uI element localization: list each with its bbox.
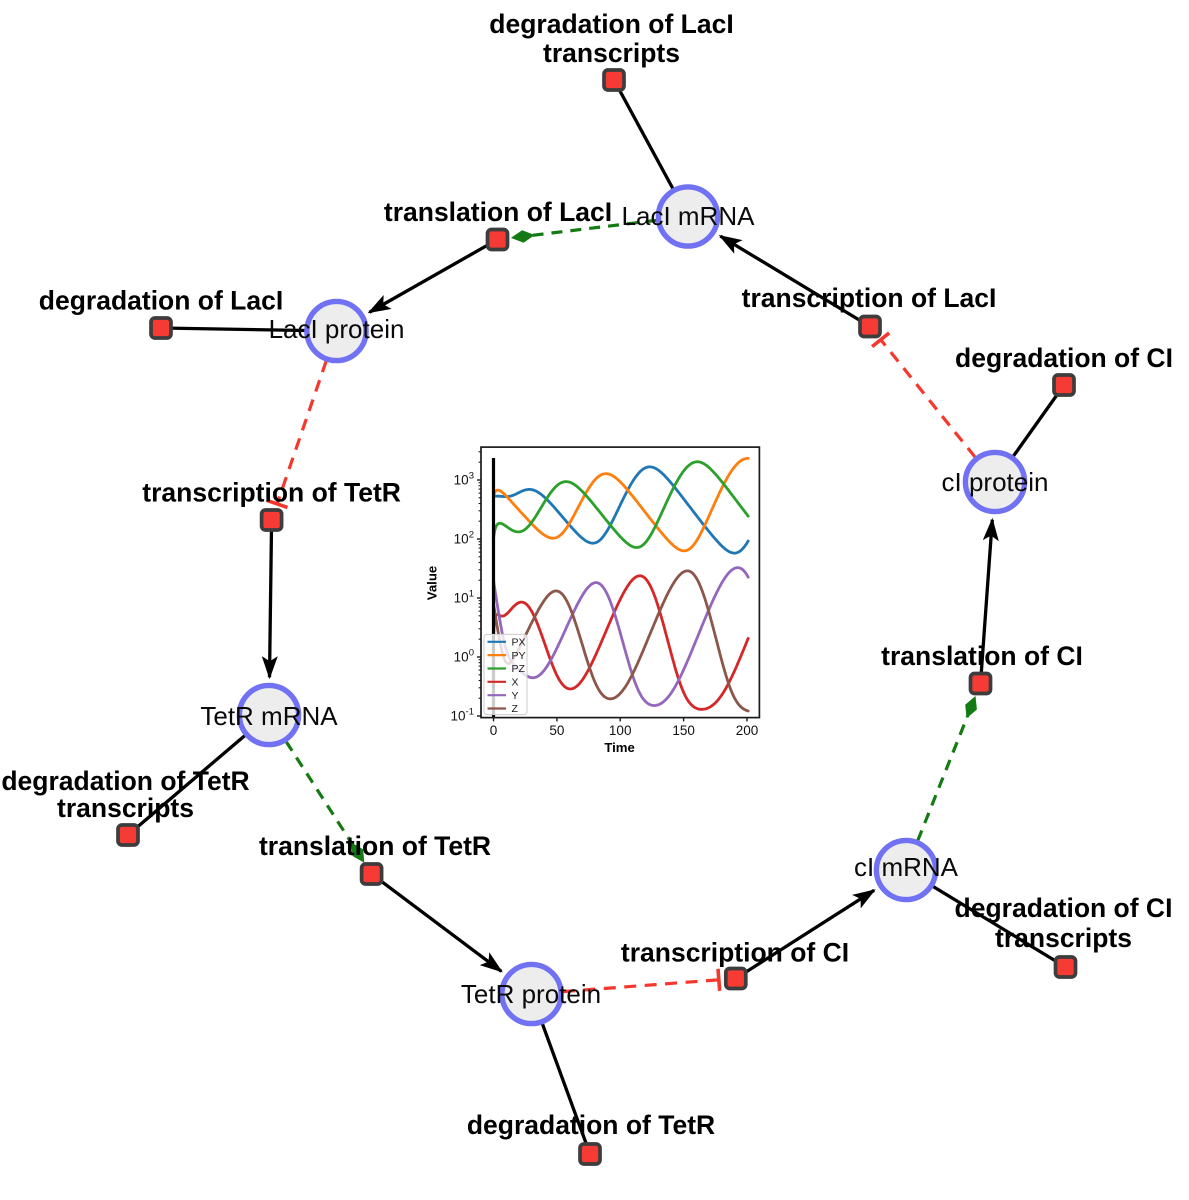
svg-text:Time: Time xyxy=(604,740,635,755)
svg-text:150: 150 xyxy=(672,723,695,738)
svg-text:transcription of TetR: transcription of TetR xyxy=(142,478,401,508)
svg-text:degradation of TetR: degradation of TetR xyxy=(467,1110,715,1140)
svg-text:translation of LacI: translation of LacI xyxy=(384,197,612,227)
svg-text:translation of TetR: translation of TetR xyxy=(259,831,491,861)
svg-text:PX: PX xyxy=(512,636,526,648)
svg-text:200: 200 xyxy=(736,723,759,738)
svg-text:100: 100 xyxy=(609,723,632,738)
svg-text:translation of CI: translation of CI xyxy=(881,641,1083,671)
svg-text:10-1: 10-1 xyxy=(451,707,474,724)
svg-text:cI mRNA: cI mRNA xyxy=(854,852,959,882)
svg-text:degradation of CI: degradation of CI xyxy=(955,343,1173,373)
svg-text:degradation of LacI: degradation of LacI xyxy=(489,9,733,39)
svg-text:50: 50 xyxy=(549,723,564,738)
svg-text:Value: Value xyxy=(425,566,440,600)
svg-text:TetR mRNA: TetR mRNA xyxy=(200,701,338,731)
svg-text:100: 100 xyxy=(454,648,474,665)
svg-text:Z: Z xyxy=(512,703,519,715)
svg-text:LacI protein: LacI protein xyxy=(269,314,405,344)
svg-text:101: 101 xyxy=(454,589,474,606)
svg-text:transcripts: transcripts xyxy=(995,923,1132,953)
svg-text:0: 0 xyxy=(490,723,498,738)
svg-text:transcription of LacI: transcription of LacI xyxy=(742,283,997,313)
svg-text:102: 102 xyxy=(454,530,474,547)
svg-text:degradation of CI: degradation of CI xyxy=(955,893,1173,923)
svg-text:transcripts: transcripts xyxy=(543,38,680,68)
svg-text:103: 103 xyxy=(454,471,474,488)
svg-text:LacI mRNA: LacI mRNA xyxy=(622,201,756,231)
svg-text:TetR protein: TetR protein xyxy=(461,979,601,1009)
svg-text:transcripts: transcripts xyxy=(57,793,194,823)
svg-text:transcription of CI: transcription of CI xyxy=(621,938,849,968)
svg-text:degradation of LacI: degradation of LacI xyxy=(39,285,283,315)
svg-text:PY: PY xyxy=(512,650,526,662)
svg-text:X: X xyxy=(512,676,519,688)
svg-text:cI protein: cI protein xyxy=(942,467,1049,497)
svg-text:PZ: PZ xyxy=(512,663,526,675)
svg-text:Y: Y xyxy=(512,690,519,702)
svg-text:degradation of TetR: degradation of TetR xyxy=(1,766,249,796)
